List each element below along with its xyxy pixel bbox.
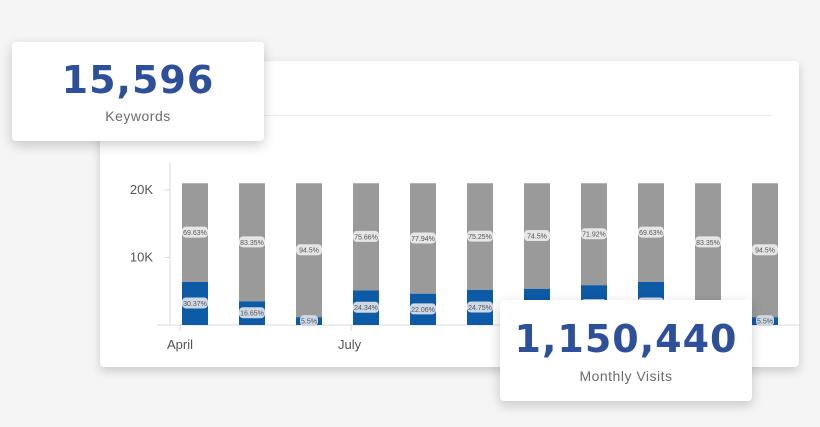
keywords-label: Keywords [105,108,171,124]
data-label-top: 69.63% [639,230,663,237]
data-label-bg [467,301,493,313]
data-label-bg [752,244,778,256]
monthly-visits-count: 1,150,440 [514,317,738,361]
keywords-card: 15,596 Keywords [12,42,264,141]
data-label-top: 71.92% [582,232,606,239]
y-tick-label: 10K [130,250,153,265]
data-label-bg [239,236,265,248]
data-label-bottom: 5.5% [757,319,773,326]
data-label-top: 83.35% [240,240,264,247]
data-label-bg [353,230,379,242]
data-label-top: 75.66% [354,234,378,241]
data-label-bottom: 24.34% [354,305,378,312]
data-label-bg [638,226,664,238]
data-label-bottom: 22.06% [411,307,435,314]
panel-divider [160,115,772,116]
data-label-bg [353,301,379,313]
data-label-top: 83.35% [696,240,720,247]
data-label-top: 77.94% [411,236,435,243]
data-label-bg [581,228,607,240]
data-label-bottom: 24.75% [468,305,492,312]
data-label-bg [410,303,436,315]
data-label-bg [410,232,436,244]
data-label-bg [467,230,493,242]
data-label-bg [296,244,322,256]
data-label-bottom: 5.5% [301,319,317,326]
monthly-visits-card: 1,150,440 Monthly Visits [500,300,752,401]
data-label-top: 75.25% [468,234,492,241]
x-tick-label: July [338,337,362,352]
y-tick-label: 20K [130,182,153,197]
x-tick-label: April [167,337,193,352]
keywords-count: 15,596 [61,58,215,102]
data-label-bg [300,315,318,327]
monthly-visits-label: Monthly Visits [579,368,673,384]
data-label-bg [239,307,265,319]
data-label-bg [182,297,208,309]
data-label-bottom: 30.37% [183,301,207,308]
data-label-bg [524,230,550,242]
data-label-top: 74.5% [527,234,547,241]
data-label-bg [695,236,721,248]
data-label-top: 69.63% [183,230,207,237]
data-label-bottom: 16.65% [240,311,264,318]
data-label-bg [182,226,208,238]
data-label-bg [756,315,774,327]
data-label-top: 94.5% [299,248,319,255]
data-label-top: 94.5% [755,248,775,255]
